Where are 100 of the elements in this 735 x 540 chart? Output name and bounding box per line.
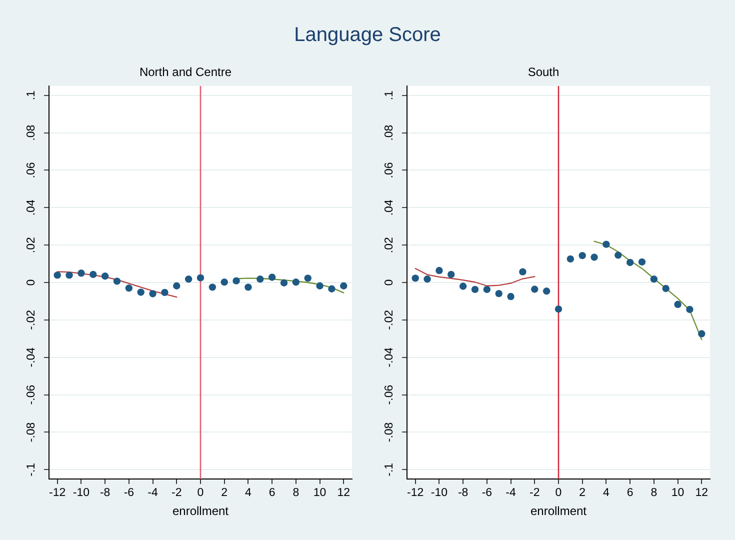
point	[149, 290, 156, 298]
x-tick-label: 10	[671, 487, 684, 500]
point	[292, 278, 300, 286]
x-tick-label: -2	[530, 487, 540, 500]
point	[554, 305, 562, 313]
x-tick-label: 2	[221, 487, 228, 500]
y-tick-label: -.02	[383, 310, 396, 330]
point	[578, 252, 586, 260]
x-tick-label: -8	[458, 487, 468, 500]
point	[424, 276, 431, 283]
point	[602, 240, 610, 248]
x-tick-label: -2	[172, 487, 182, 500]
point	[78, 270, 85, 277]
point	[459, 282, 467, 290]
point	[614, 252, 622, 259]
y-tick-label: .02	[25, 237, 38, 254]
y-tick-label: -.04	[25, 346, 38, 368]
point	[662, 284, 670, 292]
point	[412, 274, 419, 282]
point	[495, 290, 502, 298]
point	[280, 279, 288, 286]
point	[268, 274, 276, 281]
x-tick-label: -6	[124, 487, 134, 500]
y-tick-label: 0	[383, 279, 396, 286]
point	[650, 276, 658, 283]
chart-subtitle: South	[528, 65, 560, 80]
x-tick-label: 4	[245, 487, 252, 500]
point	[54, 272, 61, 279]
point	[698, 330, 706, 338]
point	[196, 274, 204, 282]
y-tick-label: .02	[383, 237, 396, 254]
point	[436, 266, 443, 274]
y-tick-label: .04	[383, 199, 396, 216]
point	[101, 272, 109, 280]
point	[173, 282, 180, 290]
point	[90, 270, 97, 278]
x-tick-label: 8	[650, 487, 658, 500]
point	[590, 254, 598, 261]
point	[674, 300, 682, 308]
y-tick-label: -.1	[383, 462, 396, 476]
x-tick-label: 8	[292, 487, 300, 500]
point	[626, 258, 634, 266]
x-tick-label: -4	[506, 487, 516, 500]
x-tick-label: -4	[148, 487, 158, 500]
point	[244, 284, 252, 291]
point	[232, 277, 240, 284]
x-tick-label: -8	[100, 487, 110, 500]
x-tick-label: -10	[430, 487, 448, 500]
x-tick-label: -12	[407, 487, 424, 500]
y-tick-label: .08	[25, 124, 38, 141]
x-tick-label: 6	[268, 487, 276, 500]
x-axis-title: enrollment	[530, 504, 588, 518]
x-tick-label: 0	[197, 487, 204, 500]
x-tick-label: 0	[555, 487, 562, 500]
y-tick-label: -.02	[25, 310, 38, 330]
point	[638, 258, 646, 266]
point	[566, 255, 574, 263]
y-tick-label: -.06	[25, 384, 38, 405]
x-tick-label: -10	[72, 487, 90, 500]
point	[161, 288, 168, 296]
x-tick-label: -6	[482, 487, 492, 500]
point	[113, 278, 121, 285]
x-tick-label: 4	[603, 487, 610, 500]
point	[304, 274, 312, 282]
x-tick-label: 6	[626, 487, 634, 500]
chart-title: Language Score	[293, 23, 442, 48]
x-axis-title: enrollment	[172, 504, 230, 518]
y-tick-label: .1	[25, 90, 38, 100]
point	[256, 276, 264, 283]
point	[340, 282, 348, 290]
point	[220, 278, 228, 286]
point	[184, 276, 192, 283]
y-tick-label: .06	[25, 162, 38, 178]
y-tick-label: 0	[25, 279, 38, 286]
y-tick-label: -.1	[25, 462, 38, 476]
point	[686, 306, 694, 314]
y-tick-label: .08	[383, 124, 396, 141]
point	[519, 268, 526, 276]
y-tick-label: -.08	[25, 422, 38, 442]
point	[542, 288, 550, 295]
point	[328, 285, 336, 292]
point	[316, 282, 324, 290]
x-tick-label: 10	[313, 487, 326, 500]
y-tick-label: .1	[383, 90, 396, 100]
point	[208, 284, 216, 291]
point	[483, 286, 491, 294]
chart-subtitle: North and Centre	[139, 65, 232, 80]
y-tick-label: -.06	[383, 384, 396, 405]
y-tick-label: -.04	[383, 346, 396, 368]
point	[66, 272, 73, 279]
x-tick-label: 12	[695, 487, 708, 500]
point	[125, 284, 133, 292]
y-tick-label: .04	[25, 199, 38, 216]
x-tick-label: -12	[49, 487, 66, 500]
point	[507, 292, 514, 300]
point	[137, 288, 144, 296]
point	[471, 286, 479, 294]
y-tick-label: -.08	[383, 422, 396, 442]
point	[448, 270, 455, 278]
y-tick-label: .06	[383, 162, 396, 178]
